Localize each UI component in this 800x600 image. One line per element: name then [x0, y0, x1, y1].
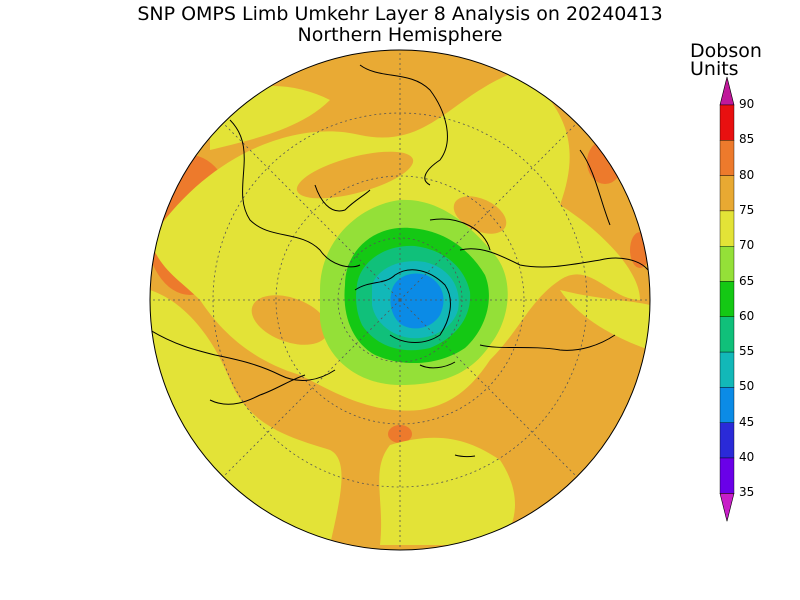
- contour-80-85: [388, 425, 412, 443]
- colorbar-tick-label: 70: [739, 238, 755, 253]
- colorbar-units-line2: Units: [690, 58, 739, 80]
- colorbar-segment: [719, 316, 735, 353]
- colorbar-segment: [719, 140, 735, 176]
- colorbar-tick-label: 60: [739, 308, 755, 323]
- colorbar-segment: [719, 351, 735, 388]
- colorbar-units-line1: Dobson: [690, 40, 762, 62]
- colorbar-under-arrow: [719, 492, 735, 522]
- colorbar-tick-label: 35: [739, 485, 755, 500]
- colorbar-tick-label: 40: [739, 450, 755, 464]
- ozone-field: [150, 50, 650, 550]
- colorbar-tick-label: 65: [739, 273, 755, 288]
- colorbar-segment: [719, 387, 735, 423]
- colorbar-segment: [719, 457, 735, 494]
- colorbar-tick-label: 75: [739, 202, 755, 217]
- contour-70-75: [379, 437, 515, 545]
- contour-70-75: [560, 290, 650, 350]
- contour-45-50: [390, 273, 444, 329]
- colorbar-segment: [719, 104, 735, 141]
- colorbar-segment: [719, 422, 735, 459]
- colorbar-segment: [719, 210, 735, 247]
- map-title: SNP OMPS Limb Umkehr Layer 8 Analysis on…: [137, 3, 663, 25]
- coastlines: [150, 64, 649, 458]
- colorbar-tick-label: 80: [739, 167, 755, 182]
- colorbar-over-arrow: [719, 76, 735, 106]
- contour-75-80: [251, 295, 329, 345]
- colorbar-tick-label: 55: [739, 344, 755, 359]
- colorbar-tick-label: 50: [739, 379, 755, 394]
- colorbar-segment: [719, 281, 735, 317]
- colorbar: [719, 76, 735, 522]
- colorbar-segment: [719, 175, 735, 212]
- contour-75-80: [296, 151, 414, 199]
- map-subtitle: Northern Hemisphere: [297, 24, 503, 46]
- graticule: [150, 50, 650, 550]
- map-boundary: [149, 49, 651, 551]
- colorbar-segment: [719, 245, 735, 282]
- colorbar-tick-label: 85: [739, 132, 755, 147]
- colorbar-tick-label: 90: [739, 97, 755, 111]
- colorbar-tick-label: 45: [739, 414, 755, 429]
